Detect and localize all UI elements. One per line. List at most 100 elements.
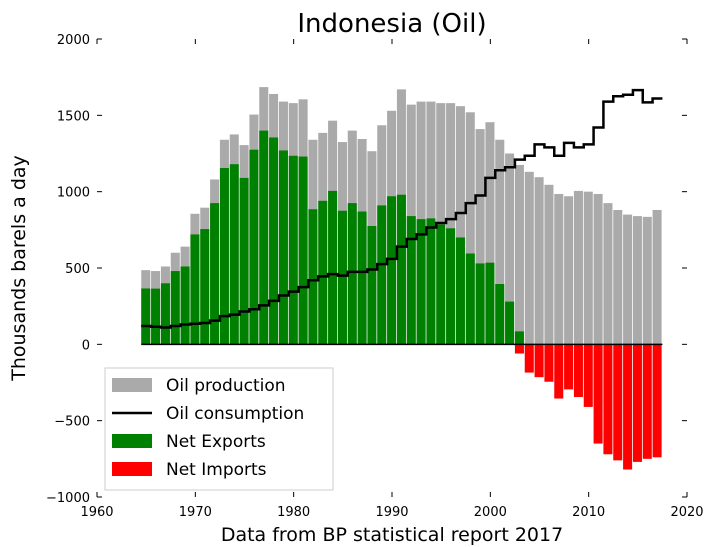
y-tick-label: 0 — [82, 338, 90, 353]
bar-net-exports-1978 — [269, 137, 279, 345]
bar-net-exports-1991 — [396, 194, 406, 345]
bar-net-exports-1973 — [219, 168, 229, 345]
bar-net-exports-1984 — [328, 190, 338, 345]
bar-net-exports-1999 — [475, 263, 485, 345]
x-tick-label: 1980 — [277, 505, 310, 520]
legend-label-oil-production: Oil production — [166, 376, 286, 396]
bar-net-exports-1967 — [160, 283, 170, 345]
bar-net-exports-1985 — [337, 210, 347, 345]
bar-oil-production-2004 — [524, 171, 534, 345]
x-tick-label: 2000 — [474, 505, 507, 520]
bar-oil-production-1997 — [455, 106, 465, 345]
bar-net-imports-2005 — [534, 344, 544, 378]
bar-net-exports-1982 — [308, 209, 318, 345]
y-tick-label: 500 — [65, 262, 90, 277]
y-tick-label: 1000 — [57, 186, 90, 201]
bar-net-exports-1975 — [239, 177, 249, 345]
bar-net-exports-1994 — [426, 218, 436, 345]
bar-net-exports-1993 — [416, 219, 426, 345]
bar-net-imports-2013 — [613, 344, 623, 461]
bar-net-exports-1988 — [367, 226, 377, 345]
y-axis-title: Thousands barels a day — [8, 155, 30, 382]
bar-oil-production-2013 — [613, 209, 623, 345]
bar-net-imports-2009 — [573, 344, 583, 398]
y-tick-label: 1500 — [57, 109, 90, 124]
bar-net-exports-1987 — [357, 211, 367, 345]
bar-net-exports-1995 — [436, 224, 446, 345]
y-tick-label: −500 — [54, 415, 90, 430]
bar-net-exports-1980 — [288, 155, 298, 345]
bar-net-imports-2007 — [554, 344, 564, 399]
bar-oil-production-2001 — [495, 139, 505, 345]
bar-net-imports-2010 — [583, 344, 593, 407]
bar-oil-production-2015 — [632, 216, 642, 345]
bar-oil-production-2002 — [505, 153, 515, 345]
bar-net-exports-2003 — [514, 331, 524, 345]
x-tick-label: 1990 — [375, 505, 408, 520]
legend-label-oil-consumption: Oil consumption — [166, 404, 304, 424]
bar-oil-production-2014 — [623, 214, 633, 345]
bar-oil-production-2003 — [514, 164, 524, 345]
bar-oil-production-2008 — [564, 196, 574, 345]
bar-net-exports-1977 — [259, 130, 269, 345]
bar-oil-production-2012 — [603, 203, 613, 345]
bar-net-imports-2006 — [544, 344, 554, 382]
bar-oil-production-1996 — [446, 103, 456, 345]
bar-net-exports-1996 — [446, 228, 456, 345]
bar-oil-production-2016 — [642, 216, 652, 345]
bar-oil-production-2017 — [652, 209, 662, 345]
bar-net-imports-2011 — [593, 344, 603, 444]
x-tick-label: 1960 — [80, 505, 113, 520]
bar-net-imports-2008 — [564, 344, 574, 390]
bar-net-exports-2001 — [495, 284, 505, 345]
bar-net-exports-1969 — [180, 266, 190, 345]
bar-net-imports-2014 — [623, 344, 633, 470]
bar-net-exports-1983 — [318, 200, 328, 345]
bar-net-exports-1997 — [455, 237, 465, 345]
bar-net-exports-1979 — [278, 150, 288, 345]
bar-net-exports-1986 — [347, 203, 357, 345]
bar-net-imports-2017 — [652, 344, 662, 458]
x-tick-label: 2020 — [670, 505, 703, 520]
y-tick-label: −1000 — [46, 491, 90, 506]
bar-oil-production-2007 — [554, 193, 564, 345]
x-tick-label: 1970 — [179, 505, 212, 520]
axes-layer: 1960 1970 1980 1990 2000 2010 2020 −1000 −500 0 50… — [46, 33, 704, 520]
legend-swatch-net-imports — [112, 462, 152, 476]
bar-net-imports-2003 — [514, 344, 524, 354]
bar-net-exports-1972 — [210, 203, 220, 345]
bar-net-exports-1968 — [170, 271, 180, 345]
bar-net-imports-2016 — [642, 344, 652, 459]
bar-oil-production-1999 — [475, 129, 485, 345]
legend-swatch-oil-production — [112, 378, 152, 392]
bar-oil-production-2010 — [583, 191, 593, 345]
y-tick-label: 2000 — [57, 33, 90, 48]
bar-net-exports-1989 — [377, 205, 387, 345]
bar-oil-production-2011 — [593, 193, 603, 345]
series-line-oil-consumption — [141, 88, 663, 329]
bar-net-exports-2000 — [485, 262, 495, 345]
chart-title: Indonesia (Oil) — [297, 9, 486, 39]
bar-net-exports-1970 — [190, 234, 200, 345]
bar-net-exports-1966 — [151, 288, 161, 345]
bar-net-imports-2004 — [524, 344, 534, 373]
bar-oil-production-2009 — [573, 190, 583, 345]
bar-net-exports-1965 — [141, 288, 151, 345]
bar-net-exports-1981 — [298, 156, 308, 345]
bar-net-imports-2015 — [632, 344, 642, 462]
x-axis-title: Data from BP statistical report 2017 — [221, 524, 563, 546]
bar-net-exports-1971 — [200, 229, 210, 345]
bar-net-exports-1990 — [387, 196, 397, 345]
bar-net-imports-2012 — [603, 344, 613, 455]
legend: Oil production Oil consumption Net Exports… — [104, 367, 334, 491]
bar-net-exports-1974 — [229, 164, 239, 345]
bar-oil-production-2006 — [544, 184, 554, 345]
bar-net-exports-1998 — [465, 253, 475, 345]
bar-oil-production-2005 — [534, 177, 544, 345]
legend-label-net-imports: Net Imports — [166, 460, 267, 480]
bar-oil-production-1998 — [465, 112, 475, 345]
bar-net-exports-1992 — [406, 216, 416, 345]
x-tick-label: 2010 — [572, 505, 605, 520]
bar-net-exports-1976 — [249, 149, 259, 345]
legend-label-net-exports: Net Exports — [166, 432, 266, 452]
